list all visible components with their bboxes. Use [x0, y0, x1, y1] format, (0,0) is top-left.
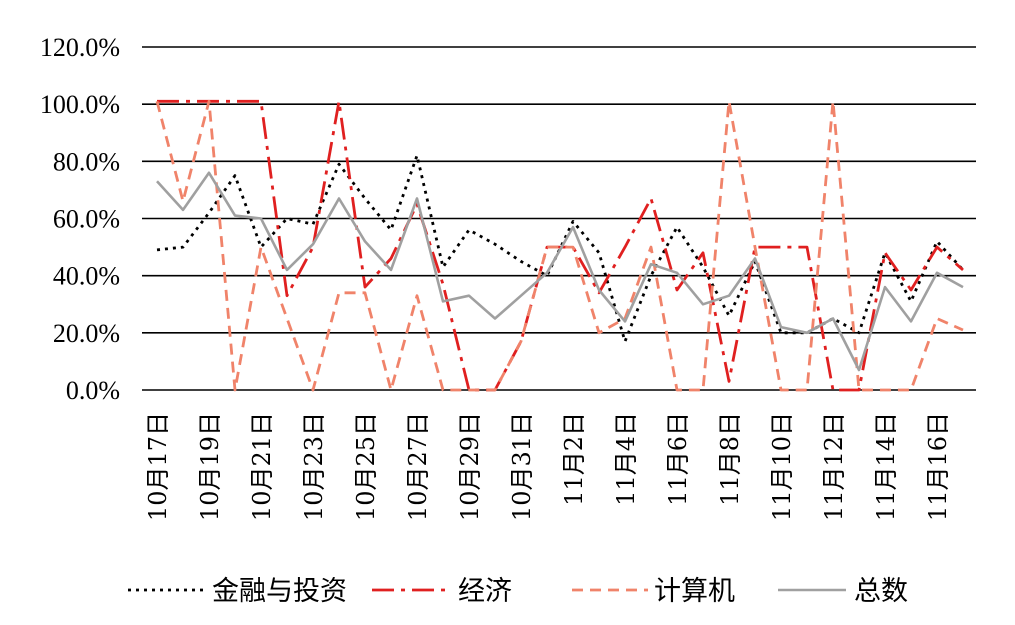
x-tick-label: 11月8日	[716, 412, 744, 506]
y-tick-label: 20.0%	[53, 319, 120, 348]
x-tick-label: 10月19日	[196, 412, 224, 521]
x-tick-label: 11月6日	[664, 412, 692, 506]
gridlines	[142, 46, 976, 391]
y-tick-label: 0.0%	[66, 376, 120, 405]
x-tick-label: 11月4日	[612, 412, 640, 506]
y-tick-label: 60.0%	[53, 205, 120, 234]
y-tick-label: 120.0%	[40, 33, 120, 62]
x-tick-label: 10月27日	[404, 412, 432, 521]
legend: 金融与投资 经济 计算机 总数	[128, 576, 908, 607]
x-tick-label: 11月2日	[560, 412, 588, 506]
x-tick-label: 10月31日	[508, 412, 536, 521]
x-tick-label: 10月23日	[300, 412, 328, 521]
series-line	[155, 99, 964, 392]
x-tick-label: 10月29日	[456, 412, 484, 521]
y-tick-label: 100.0%	[40, 90, 120, 119]
y-tick-label: 40.0%	[53, 262, 120, 291]
x-tick-label: 10月21日	[248, 412, 276, 521]
y-axis-tick-labels: 0.0% 20.0% 40.0% 60.0% 80.0% 100.0% 120.0%	[40, 33, 120, 405]
series-line	[157, 99, 964, 392]
x-tick-label: 11月16日	[924, 412, 952, 521]
x-axis-tick-labels: 10月17日 10月19日 10月21日 10月23日 10月25日 10月27日 10月2…	[144, 412, 952, 521]
series-line	[156, 171, 964, 372]
legend-label: 总数	[854, 576, 908, 607]
series-line	[156, 154, 965, 343]
legend-label: 经济	[458, 576, 512, 607]
legend-label: 计算机	[654, 576, 735, 607]
y-tick-label: 80.0%	[53, 147, 120, 176]
legend-label: 金融与投资	[212, 576, 347, 607]
x-tick-label: 11月12日	[820, 412, 848, 521]
x-tick-label: 10月17日	[144, 412, 172, 521]
x-tick-label: 11月14日	[872, 412, 900, 521]
x-tick-label: 10月25日	[352, 412, 380, 521]
x-tick-label: 11月10日	[768, 412, 796, 521]
series-lines	[155, 99, 965, 392]
